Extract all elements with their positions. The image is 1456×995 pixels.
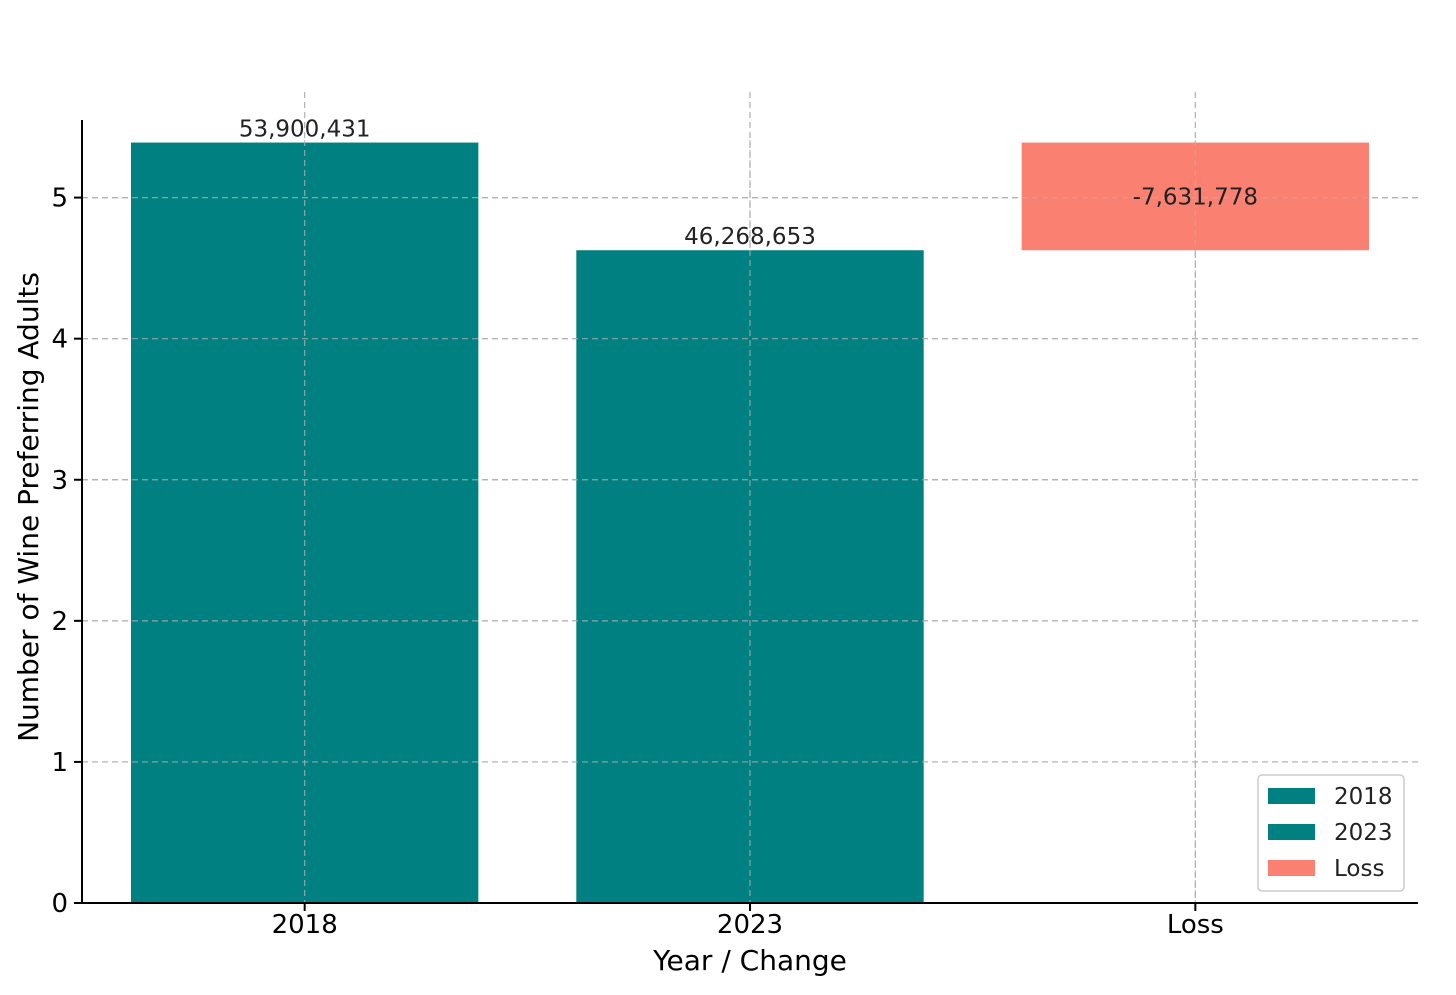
legend-swatch [1268, 860, 1315, 876]
x-axis-title: Year / Change [652, 944, 847, 977]
x-tick-label: 2023 [717, 910, 783, 940]
legend-swatch [1268, 824, 1315, 840]
bar-value-label: 46,268,653 [684, 224, 816, 250]
legend-label: 2018 [1334, 784, 1393, 810]
y-tick-label: 4 [51, 325, 68, 355]
y-ticks: 0 1 2 3 4 5 [51, 184, 82, 919]
bar-value-label: 53,900,431 [239, 117, 371, 143]
bar-value-label: -7,631,778 [1133, 184, 1258, 210]
legend: 2018 2023 Loss [1257, 774, 1405, 892]
legend-label: Loss [1334, 856, 1384, 882]
legend-label: 2023 [1334, 820, 1393, 846]
bars [82, 140, 1418, 904]
x-tick-label: Loss [1167, 910, 1224, 940]
y-tick-label: 2 [51, 607, 68, 637]
y-axis-title: Number of Wine Preferring Adults [12, 272, 45, 742]
x-tick-label: 2018 [272, 910, 338, 940]
x-ticks: 2018 2023 Loss [272, 903, 1224, 940]
y-tick-label: 5 [51, 184, 68, 214]
legend-swatch [1268, 788, 1315, 804]
y-tick-label: 0 [51, 889, 68, 919]
y-tick-label: 3 [51, 466, 68, 496]
y-tick-label: 1 [51, 748, 68, 778]
data-labels: 53,900,431 46,268,653 -7,631,778 [239, 117, 1258, 251]
